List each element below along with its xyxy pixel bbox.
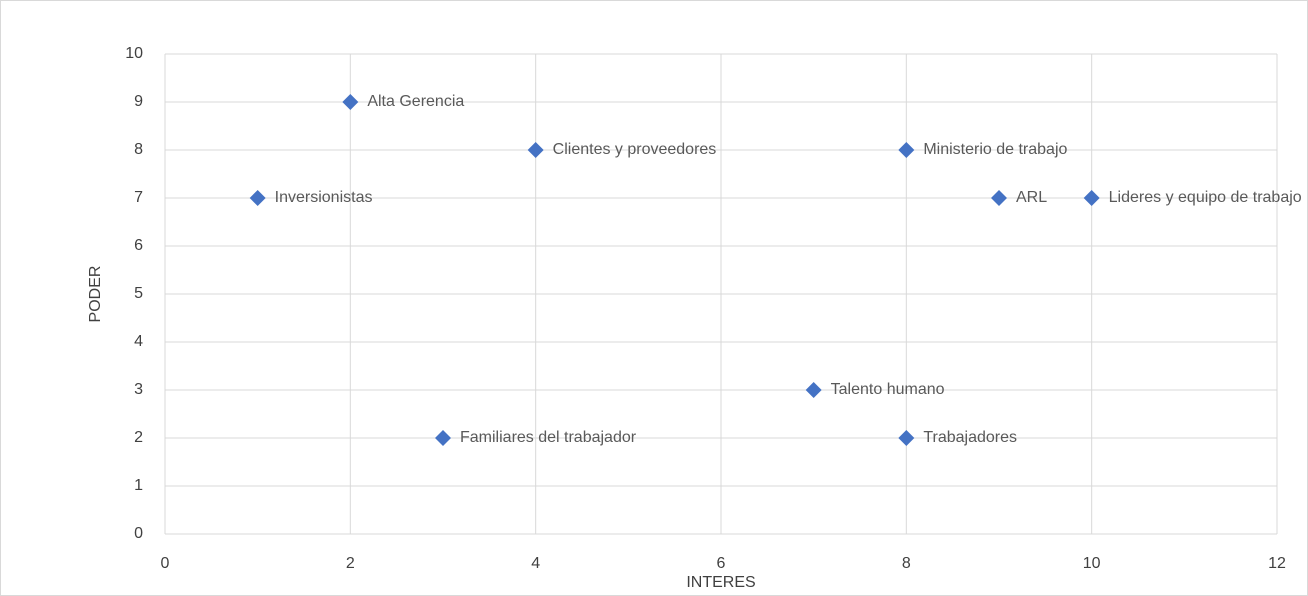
- y-tick-label: 7: [134, 189, 143, 206]
- y-tick-label: 5: [134, 285, 143, 302]
- y-tick-label: 0: [134, 525, 143, 542]
- x-tick-label: 4: [531, 555, 540, 572]
- point: [342, 94, 359, 110]
- point-label: Talento humano: [831, 381, 945, 398]
- x-tick-label: 6: [717, 555, 726, 572]
- x-tick-label: 10: [1083, 555, 1101, 572]
- y-axis-label: PODER: [87, 266, 104, 323]
- y-tick-label: 4: [134, 333, 143, 350]
- point: [898, 142, 915, 158]
- x-axis-label: INTERES: [686, 574, 755, 591]
- x-tick-label: 12: [1268, 555, 1286, 572]
- y-tick-label: 1: [134, 477, 143, 494]
- point-label: ARL: [1016, 189, 1047, 206]
- x-tick-label: 0: [161, 555, 170, 572]
- point: [1083, 190, 1100, 206]
- point: [898, 430, 915, 446]
- point: [527, 142, 544, 158]
- point-label: Ministerio de trabajo: [923, 141, 1067, 158]
- point-label: Trabajadores: [923, 429, 1017, 446]
- point: [805, 382, 822, 398]
- point: [249, 190, 266, 206]
- point: [991, 190, 1007, 206]
- y-tick-label: 2: [134, 429, 143, 446]
- point-label: Lideres y equipo de trabajo: [1109, 189, 1302, 206]
- y-tick-label: 8: [134, 141, 143, 158]
- y-tick-label: 3: [134, 381, 143, 398]
- point: [435, 430, 451, 446]
- y-tick-label: 9: [134, 93, 143, 110]
- y-tick-label: 10: [125, 45, 143, 62]
- point-label: Inversionistas: [275, 189, 373, 206]
- x-tick-label: 8: [902, 555, 911, 572]
- point-label: Familiares del trabajador: [460, 429, 637, 446]
- y-tick-label: 6: [134, 237, 143, 254]
- point-label: Alta Gerencia: [367, 93, 464, 110]
- point-label: Clientes y proveedores: [553, 141, 717, 158]
- x-tick-label: 2: [346, 555, 355, 572]
